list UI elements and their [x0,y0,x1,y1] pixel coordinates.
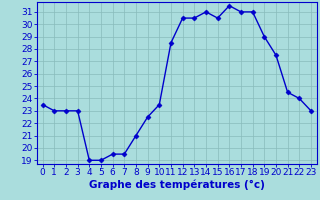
X-axis label: Graphe des températures (°c): Graphe des températures (°c) [89,180,265,190]
